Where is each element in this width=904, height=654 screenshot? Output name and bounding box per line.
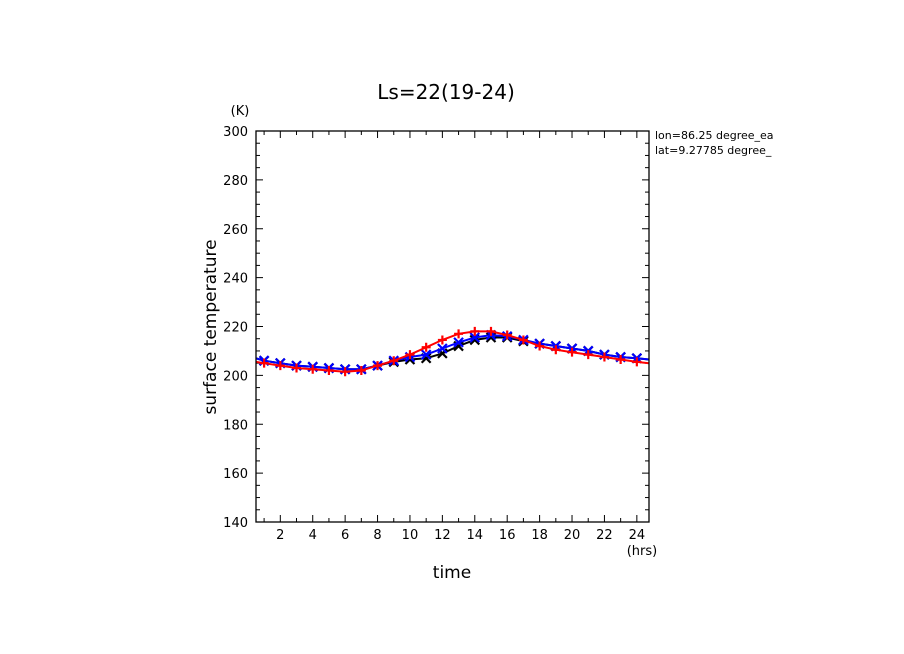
- data-point: [259, 358, 269, 368]
- y-tick-label: 160: [223, 467, 248, 482]
- x-tick-label: 24: [629, 528, 646, 543]
- y-tick-label: 260: [223, 223, 248, 238]
- y-tick-label: 140: [223, 516, 248, 531]
- y-unit-label: (K): [231, 104, 250, 119]
- y-tick-label: 240: [223, 272, 248, 287]
- data-point: [502, 330, 512, 340]
- x-tick-label: 14: [467, 528, 484, 543]
- data-point: [616, 354, 626, 364]
- data-point: [518, 335, 528, 345]
- data-point: [535, 341, 545, 351]
- data-point: [421, 342, 431, 352]
- data-point: [599, 352, 609, 362]
- x-tick-label: 8: [373, 528, 381, 543]
- y-tick-label: 300: [223, 125, 248, 140]
- data-point: [437, 335, 447, 345]
- x-unit-label: (hrs): [627, 544, 658, 559]
- x-axis-label: time: [433, 563, 471, 583]
- x-tick-label: 18: [531, 528, 548, 543]
- data-point: [632, 357, 642, 367]
- y-tick-label: 180: [223, 418, 248, 433]
- data-point: [292, 363, 302, 373]
- data-point: [324, 365, 334, 375]
- series-2: [255, 326, 650, 377]
- x-tick-label: 22: [596, 528, 613, 543]
- data-point: [405, 350, 415, 360]
- data-point: [373, 361, 383, 371]
- data-point: [356, 365, 366, 375]
- data-point: [469, 332, 481, 343]
- data-point: [454, 329, 464, 339]
- x-tick-label: 20: [564, 528, 581, 543]
- x-tick-label: 16: [499, 528, 516, 543]
- data-point: [551, 345, 561, 355]
- data-point: [389, 356, 399, 366]
- data-point: [583, 350, 593, 360]
- x-tick-label: 12: [434, 528, 451, 543]
- data-point: [275, 361, 285, 371]
- plot-frame: [255, 130, 650, 523]
- y-tick-label: 200: [223, 369, 248, 384]
- data-point: [308, 364, 318, 374]
- annotation-lon: lon=86.25 degree_ea: [655, 129, 774, 142]
- data-point: [453, 337, 464, 348]
- x-tick-label: 2: [276, 528, 284, 543]
- data-point: [437, 343, 448, 354]
- annotation-lat: lat=9.27785 degree_: [655, 144, 772, 157]
- chart-title: Ls=22(19-24): [377, 80, 515, 104]
- x-tick-label: 10: [402, 528, 419, 543]
- data-point: [420, 349, 432, 360]
- series-line: [255, 334, 650, 371]
- data-point: [470, 326, 480, 336]
- data-point: [567, 347, 577, 357]
- y-tick-label: 220: [223, 321, 248, 336]
- data-point: [340, 367, 350, 377]
- y-tick-label: 280: [223, 174, 248, 189]
- series-layer: [255, 326, 650, 377]
- x-tick-label: 6: [341, 528, 349, 543]
- data-point: [486, 326, 496, 336]
- x-tick-label: 4: [309, 528, 317, 543]
- y-axis-label: surface temperature: [201, 239, 221, 414]
